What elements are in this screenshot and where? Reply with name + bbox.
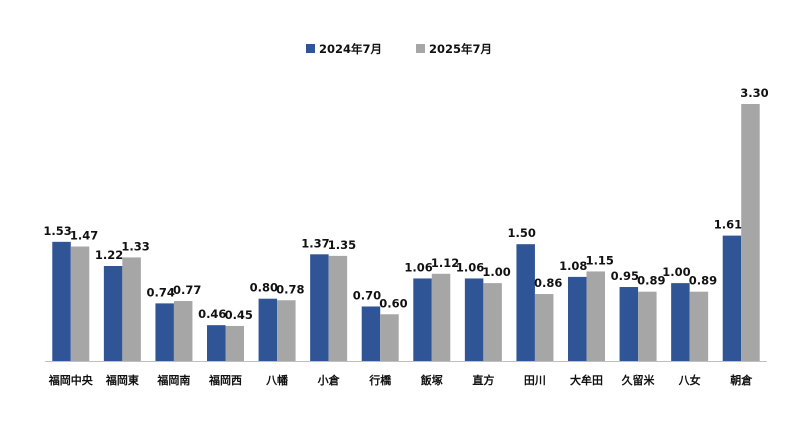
data-label: 0.77: [173, 283, 201, 297]
bar-2024: [52, 241, 71, 361]
category-label: 福岡東: [105, 373, 140, 387]
bar-2024: [516, 244, 535, 361]
data-label: 1.47: [70, 229, 98, 243]
category-label: 朝倉: [730, 373, 753, 387]
bar-2024: [671, 283, 690, 361]
data-label: 1.33: [121, 239, 149, 253]
bar-2024: [722, 235, 742, 361]
bar-2024: [619, 287, 639, 361]
data-label: 0.86: [534, 276, 562, 290]
data-label: 1.50: [507, 226, 535, 240]
data-label: 1.08: [559, 259, 587, 273]
bar-2024: [155, 303, 174, 361]
legend-swatch-2025: [416, 44, 425, 53]
bar-2024: [568, 276, 587, 361]
bar-2025: [173, 301, 193, 361]
category-label: 飯塚: [420, 373, 443, 387]
legend-label-2024: 2024年7月: [319, 42, 382, 56]
data-label: 0.46: [198, 307, 226, 321]
category-label: 大牟田: [570, 373, 603, 387]
category-label: 小倉: [317, 373, 341, 387]
bar-2025: [534, 294, 554, 361]
data-label: 0.78: [276, 282, 304, 296]
legend-label-2025: 2025年7月: [429, 42, 492, 56]
data-label: 1.61: [714, 218, 742, 232]
bar-2024: [258, 298, 278, 361]
data-label: 1.00: [482, 265, 510, 279]
category-label: 行橋: [368, 373, 392, 387]
data-label: 0.95: [611, 269, 639, 283]
data-label: 1.06: [456, 260, 484, 274]
bar-2025: [122, 257, 141, 361]
data-label: 3.30: [740, 86, 768, 100]
data-label: 1.12: [431, 256, 459, 270]
category-label: 八女: [678, 373, 701, 387]
bar-2025: [689, 291, 709, 361]
legend-swatch-2024: [306, 44, 315, 53]
data-label: 0.89: [637, 274, 665, 288]
category-label: 福岡南: [156, 373, 190, 387]
data-label: 1.22: [95, 248, 123, 262]
category-label: 福岡西: [208, 373, 242, 387]
bar-2024: [413, 278, 432, 361]
category-label: 田川: [524, 374, 546, 387]
data-label: 0.60: [379, 296, 407, 310]
data-label: 0.80: [250, 281, 278, 295]
data-label: 0.45: [225, 308, 253, 322]
data-label: 1.15: [586, 253, 614, 267]
bar-2024: [207, 325, 226, 361]
data-label: 1.35: [328, 238, 356, 252]
bar-2024: [464, 278, 484, 361]
category-label: 直方: [472, 373, 494, 387]
data-label: 0.70: [353, 288, 381, 302]
data-label: 0.89: [689, 274, 717, 288]
legend: 2024年7月 2025年7月: [306, 42, 492, 56]
data-label: 1.00: [662, 265, 690, 279]
bar-2025: [483, 283, 502, 361]
bar-2025: [638, 291, 657, 361]
bar-2024: [361, 306, 381, 361]
data-label: 0.74: [146, 285, 174, 299]
bar-2025: [70, 246, 90, 361]
bar-2024: [310, 254, 329, 361]
category-label: 久留米: [622, 373, 656, 387]
data-label: 1.53: [43, 224, 71, 238]
bar-2025: [431, 273, 451, 361]
data-label: 1.06: [404, 260, 432, 274]
category-label: 福岡中央: [48, 373, 94, 387]
bar-2025: [741, 104, 760, 361]
bar-2025: [586, 271, 605, 361]
bar-2025: [277, 300, 296, 361]
data-label: 1.37: [301, 236, 329, 250]
bar-2025: [225, 325, 244, 361]
bar-2024: [103, 265, 123, 361]
bar-2025: [380, 314, 399, 361]
category-label: 八幡: [265, 373, 289, 387]
bar-2025: [328, 255, 348, 361]
